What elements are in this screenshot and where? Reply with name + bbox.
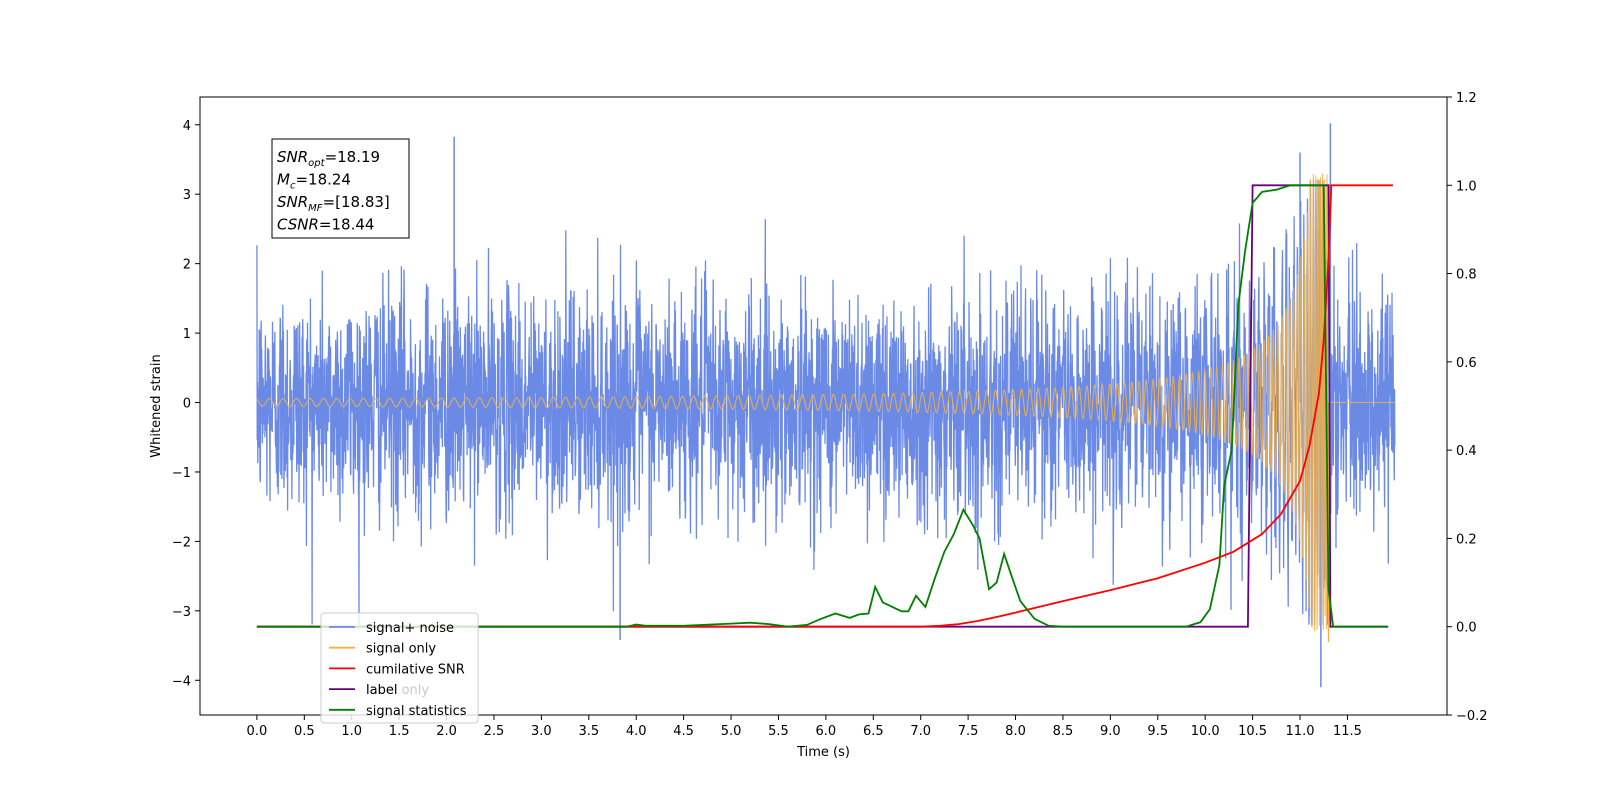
x-tick-label: 0.5 [294,724,315,739]
info-box-frame [271,138,410,239]
legend-label: cumilative SNR [366,662,465,677]
x-tick-label: 0.0 [247,724,268,739]
x-axis-ticks: 0.0 0.5 1.0 1.5 2.0 2.5 3.0 3.5 4.0 4.5 5.0 5.5 6.0 6… [247,715,1362,739]
y-right-tick-label: 1.2 [1456,91,1477,106]
y-right-tick-label: 0.4 [1456,444,1477,459]
legend-label: signal only [366,642,436,657]
y-right-tick-label: 0.6 [1456,356,1477,371]
y-left-axis-ticks: −4 −3 −2 −1 0 1 2 3 4 [172,119,200,689]
series-signal-only [256,173,1395,632]
series-cumilative-snr [256,184,1393,628]
y-right-tick-label: 1.0 [1456,179,1477,194]
y-axis-label: Whitened strain [149,354,164,457]
x-tick-label: 10.5 [1238,724,1267,739]
info-line: SNRopt=18.19 [277,148,380,169]
x-axis-label: Time (s) [796,745,850,760]
y-left-tick-label: 3 [183,188,191,203]
series-signal-noise [256,179,1396,626]
info-line: SNRMF=[18.83] [277,193,390,214]
y-left-tick-label: 2 [183,258,191,273]
y-right-tick-label: −0.2 [1456,709,1488,724]
info-line: CSNR=18.44 [277,216,374,234]
legend-frame [320,612,479,724]
y-right-tick-label: 0.8 [1456,268,1477,283]
x-tick-label: 2.0 [436,724,457,739]
legend-hidden-label: label only [366,683,429,698]
x-tick-label: 7.0 [910,724,931,739]
x-tick-label: 5.5 [768,724,789,739]
x-tick-label: 3.0 [531,724,552,739]
x-tick-label: 1.0 [341,724,362,739]
legend-label: signal+ noise [366,621,454,636]
x-tick-label: 8.5 [1053,724,1074,739]
x-tick-label: 7.5 [958,724,979,739]
x-tick-label: 3.5 [578,724,599,739]
x-tick-label: 4.0 [626,724,647,739]
x-tick-label: 8.0 [1005,724,1026,739]
x-tick-label: 6.5 [863,724,884,739]
y-left-tick-label: 1 [183,327,191,342]
x-tick-label: 1.5 [389,724,410,739]
x-tick-label: 6.0 [816,724,837,739]
x-tick-label: 10.0 [1191,724,1220,739]
legend-label: label [366,683,397,698]
info-line: Mc=18.24 [277,171,351,192]
x-tick-label: 4.5 [673,724,694,739]
series-signal-statistics [256,184,1388,628]
x-tick-label: 5.0 [721,724,742,739]
x-tick-label: 11.0 [1286,724,1315,739]
legend: label only signal+ noise signal only cumila… [320,612,479,724]
y-left-tick-label: −1 [172,466,191,481]
x-tick-label: 11.5 [1333,724,1362,739]
y-left-tick-label: 0 [183,397,191,412]
x-tick-label: 2.5 [484,724,505,739]
y-left-tick-label: 4 [183,119,191,134]
y-right-axis-ticks: −0.2 0.0 0.2 0.4 0.6 0.8 1.0 1.2 [1447,91,1488,724]
y-left-tick-label: −2 [172,535,191,550]
plot-lines [256,123,1396,688]
x-tick-label: 9.0 [1100,724,1121,739]
legend-label: signal statistics [366,704,467,719]
y-left-tick-label: −4 [172,674,191,689]
axes-frame [199,96,1448,716]
y-right-tick-label: 0.0 [1456,621,1477,636]
y-left-tick-label: −3 [172,605,191,620]
x-tick-label: 9.5 [1147,724,1168,739]
y-right-tick-label: 0.2 [1456,532,1477,547]
